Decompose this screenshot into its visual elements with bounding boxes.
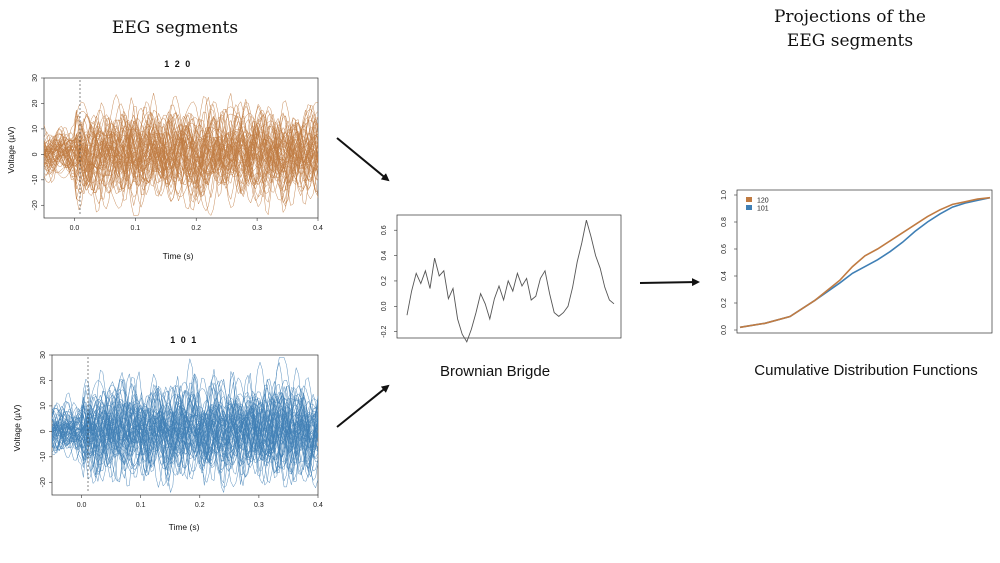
eeg-trace (51, 388, 319, 482)
cdf-line-101 (739, 196, 991, 329)
y-tick-label: 0.0 (381, 301, 388, 311)
cdf-caption: Cumulative Distribution Functions (754, 362, 978, 379)
y-tick-label: 20 (32, 99, 39, 107)
eeg-plot-101-yticks: 30 20 10 0 -10 -20 (40, 351, 52, 487)
y-tick-label: 10 (32, 125, 39, 133)
y-tick-label: -10 (32, 175, 39, 185)
y-tick-label: 0.4 (721, 271, 728, 281)
eeg-plot-101-xticks: 0.0 0.1 0.2 0.3 0.4 (77, 495, 323, 509)
x-tick-label: 0.0 (77, 502, 87, 509)
arrow-eeg-101-to-bridge (336, 384, 390, 428)
x-tick-label: 0.1 (136, 502, 146, 509)
eeg-trace (51, 408, 319, 482)
y-tick-label: 0 (40, 429, 47, 433)
y-tick-label: 0.8 (721, 217, 728, 227)
cdf-yticks: 1.0 0.8 0.6 0.4 0.2 0.0 (721, 190, 737, 335)
projections-heading: Projections of the EEG segments (760, 5, 940, 53)
y-tick-label: 0.2 (381, 276, 388, 286)
arrow-bridge-to-cdf (639, 278, 700, 287)
eeg-trace (51, 393, 319, 474)
y-tick-label: -20 (40, 477, 47, 487)
eeg-plot-101-ylabel: Voltage (µV) (12, 404, 22, 451)
arrow-eeg-120-to-bridge (336, 137, 390, 182)
y-tick-label: 0 (32, 152, 39, 156)
x-tick-label: 0.0 (70, 225, 80, 232)
eeg-trace (43, 119, 319, 216)
eeg-trace (43, 110, 319, 187)
eeg-trace (43, 118, 319, 194)
eeg-trace (51, 361, 319, 473)
eeg-trace (51, 358, 319, 485)
eeg-plot-120-title: 1 2 0 (164, 59, 192, 69)
projections-heading-line1: Projections of the (773, 7, 926, 27)
legend-label-120: 120 (757, 198, 769, 205)
eeg-trace (43, 126, 319, 185)
eeg-trace (43, 119, 319, 208)
legend-swatch-101 (746, 205, 752, 210)
x-tick-label: 0.1 (130, 225, 140, 232)
y-tick-label: 30 (32, 74, 39, 82)
x-tick-label: 0.4 (313, 225, 323, 232)
eeg-plot-120: 1 2 0 0.0 0.1 0.2 0.3 0.4 30 20 10 0 -10 -20 Time… (6, 59, 323, 261)
eeg-trace (43, 105, 319, 193)
eeg-trace (43, 123, 319, 184)
x-tick-label: 0.3 (254, 502, 264, 509)
cdf-plot: 1.0 0.8 0.6 0.4 0.2 0.0 120 101 (721, 189, 993, 335)
eeg-plot-120-xticks: 0.0 0.1 0.2 0.3 0.4 (70, 218, 323, 232)
eeg-plot-101-title: 1 0 1 (170, 335, 198, 345)
y-tick-label: 0.0 (721, 325, 728, 335)
eeg-trace (43, 108, 319, 197)
y-tick-label: -10 (40, 452, 47, 462)
cdf-frame (736, 189, 993, 334)
eeg-plot-120-traces (43, 93, 319, 216)
projections-heading-line2: EEG segments (786, 31, 914, 51)
y-tick-label: 1.0 (721, 190, 728, 200)
eeg-trace (43, 123, 319, 195)
brownian-bridge-frame (396, 214, 622, 339)
y-tick-label: 30 (40, 351, 47, 359)
eeg-trace (43, 93, 319, 198)
y-tick-label: 10 (40, 402, 47, 410)
eeg-plot-101-traces (51, 357, 319, 494)
x-tick-label: 0.3 (252, 225, 262, 232)
y-tick-label: 0.6 (721, 244, 728, 254)
legend-swatch-120 (746, 197, 752, 202)
eeg-trace (43, 115, 319, 213)
brownian-bridge-plot: 0.6 0.4 0.2 0.0 -0.2 (381, 214, 622, 343)
y-tick-label: 0.6 (381, 225, 388, 235)
eeg-plot-101-xlabel: Time (s) (169, 522, 200, 532)
eeg-trace (51, 400, 319, 457)
eeg-segments-heading: EEG segments (111, 18, 239, 38)
eeg-plot-120-yticks: 30 20 10 0 -10 -20 (32, 74, 44, 210)
eeg-plot-120-ylabel: Voltage (µV) (6, 126, 16, 173)
y-tick-label: 20 (40, 376, 47, 384)
x-tick-label: 0.2 (195, 502, 205, 509)
x-tick-label: 0.2 (191, 225, 201, 232)
cdf-line-120 (739, 196, 991, 329)
eeg-trace (51, 366, 319, 470)
brownian-bridge-line (406, 219, 615, 343)
eeg-trace (51, 384, 319, 447)
legend-label-101: 101 (757, 206, 769, 213)
eeg-trace (51, 381, 319, 482)
eeg-plot-101: 1 0 1 0.0 0.1 0.2 0.3 0.4 30 20 10 0 -10 -20 Time… (12, 335, 323, 532)
eeg-trace (43, 118, 319, 184)
brownian-bridge-caption: Brownian Brigde (439, 363, 551, 380)
eeg-trace (51, 395, 319, 475)
brownian-bridge-yticks: 0.6 0.4 0.2 0.0 -0.2 (381, 225, 397, 338)
y-tick-label: -20 (32, 200, 39, 210)
y-tick-label: -0.2 (381, 326, 388, 338)
y-tick-label: 0.4 (381, 251, 388, 261)
x-tick-label: 0.4 (313, 502, 323, 509)
eeg-trace (51, 392, 319, 478)
eeg-plot-120-xlabel: Time (s) (163, 251, 194, 261)
eeg-trace (43, 121, 319, 206)
y-tick-label: 0.2 (721, 298, 728, 308)
